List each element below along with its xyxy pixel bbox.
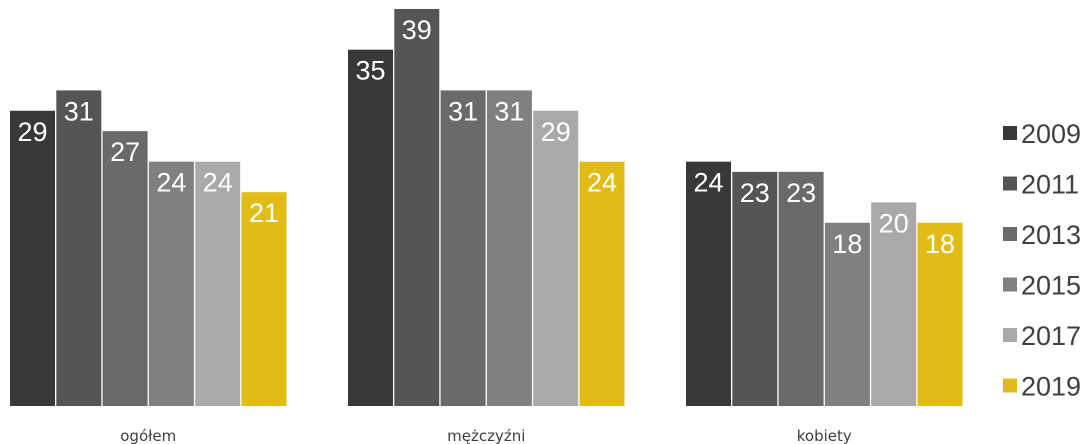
data-label: 24: [587, 168, 617, 198]
legend-swatch-2011: [1003, 176, 1017, 191]
data-label: 27: [110, 137, 140, 167]
bar-kobiety-2015: [824, 222, 870, 406]
data-label: 23: [740, 178, 770, 208]
legend-label: 2017: [1021, 321, 1081, 351]
legend-swatch-2009: [1003, 126, 1017, 140]
bar-ogółem-2015: [148, 161, 194, 406]
data-label: 31: [64, 96, 94, 126]
bar-kobiety-2017: [871, 202, 917, 406]
legend: 2009 2011 2013 2015 2017 2019: [1003, 119, 1081, 402]
data-label: 18: [832, 229, 862, 259]
bar-ogółem-2013: [102, 131, 148, 406]
data-label: 31: [448, 96, 478, 126]
bar-ogółem-2019: [241, 192, 287, 406]
category-labels: ogółem mężczyźni kobiety: [120, 427, 852, 444]
data-label: 35: [355, 56, 385, 86]
legend-swatch-2013: [1003, 227, 1017, 241]
bar-ogółem-2009: [10, 110, 55, 406]
bar-ogółem-2017: [195, 161, 241, 406]
bar-mężczyźni-2019: [579, 161, 625, 406]
data-label: 21: [249, 198, 279, 228]
data-label: 24: [693, 168, 723, 198]
bars-layer: 29 31 27 24 24 21 35 39 31 31 29 24 24 23 23 18 20 18: [10, 8, 963, 407]
legend-label: 2013: [1021, 220, 1081, 250]
category-label: kobiety: [797, 427, 852, 444]
category-label: mężczyźni: [447, 427, 525, 444]
category-label: ogółem: [120, 427, 176, 444]
bar-mężczyźni-2011: [394, 8, 440, 406]
bar-mężczyźni-2015: [486, 90, 532, 407]
data-label: 29: [17, 117, 47, 147]
bar-mężczyźni-2009: [348, 49, 393, 406]
data-label: 24: [156, 168, 186, 198]
bar-mężczyźni-2013: [440, 90, 486, 407]
legend-label: 2015: [1021, 271, 1081, 301]
data-label: 18: [925, 229, 955, 259]
data-label: 23: [786, 178, 816, 208]
legend-swatch-2019: [1003, 378, 1017, 393]
data-label: 24: [203, 168, 233, 198]
bar-ogółem-2011: [56, 90, 102, 407]
data-label: 20: [879, 208, 909, 238]
legend-swatch-2015: [1003, 277, 1017, 292]
data-label: 39: [402, 15, 432, 45]
bar-kobiety-2013: [778, 171, 824, 406]
bar-mężczyźni-2017: [533, 110, 579, 406]
legend-swatch-2017: [1003, 328, 1017, 342]
bar-kobiety-2019: [917, 222, 963, 406]
legend-label: 2009: [1021, 119, 1081, 149]
bar-kobiety-2009: [686, 161, 731, 406]
data-label: 29: [541, 117, 571, 147]
data-label: 31: [494, 96, 524, 126]
legend-label: 2011: [1021, 170, 1079, 200]
legend-label: 2019: [1021, 372, 1081, 402]
bar-kobiety-2011: [732, 171, 778, 406]
